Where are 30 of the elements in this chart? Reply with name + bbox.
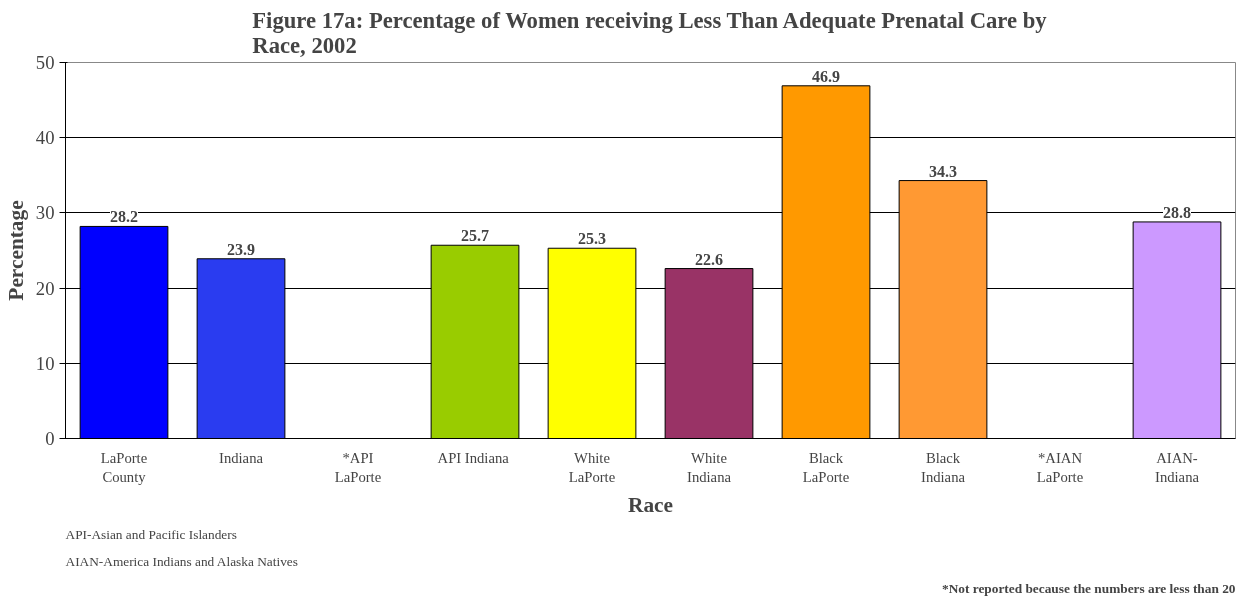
- x-tick-label: AIAN- Indiana: [1155, 449, 1200, 485]
- data-label: 34.3: [929, 162, 957, 180]
- chart-title: Figure 17a: Percentage of Women receiving Less Than Adequate Prenatal Care by Race, 2002: [252, 7, 1048, 58]
- data-label: 28.2: [110, 208, 138, 226]
- data-label: 25.7: [461, 227, 489, 245]
- data-label: 46.9: [812, 67, 840, 85]
- text: API-Asian and Pacific Islanders: [65, 526, 237, 542]
- x-tick-label: Black LaPorte: [802, 449, 850, 485]
- text: AIAN-America Indians and Alaska Natives: [65, 553, 298, 569]
- y-tick-label: 40: [35, 127, 55, 149]
- y-tick-label: 0: [45, 428, 55, 449]
- x-tick-label: *API LaPorte: [334, 449, 382, 485]
- x-tick-label: API Indiana: [437, 449, 510, 466]
- data-label: 22.6: [695, 250, 723, 268]
- x-tick-label: *AIAN LaPorte: [1036, 449, 1084, 485]
- x-axis-title: Race: [628, 492, 673, 517]
- x-tick-label: White Indiana: [687, 449, 732, 485]
- y-tick-label: 20: [35, 277, 55, 299]
- y-tick-label: 50: [35, 52, 55, 73]
- y-tick-label: 10: [35, 352, 55, 374]
- text: *Not reported because the numbers are less than 20: [942, 580, 1236, 596]
- x-tick-label: LaPorte County: [100, 449, 148, 485]
- data-label: 23.9: [227, 240, 255, 258]
- y-tick-label: 30: [35, 202, 55, 224]
- data-label: 25.3: [578, 230, 606, 248]
- x-tick-label: Black Indiana: [921, 449, 966, 485]
- y-axis-title: Percentage: [3, 200, 28, 301]
- data-label: 28.8: [1163, 203, 1191, 221]
- x-tick-label: White LaPorte: [568, 449, 616, 485]
- x-tick-label: Indiana: [219, 449, 264, 466]
